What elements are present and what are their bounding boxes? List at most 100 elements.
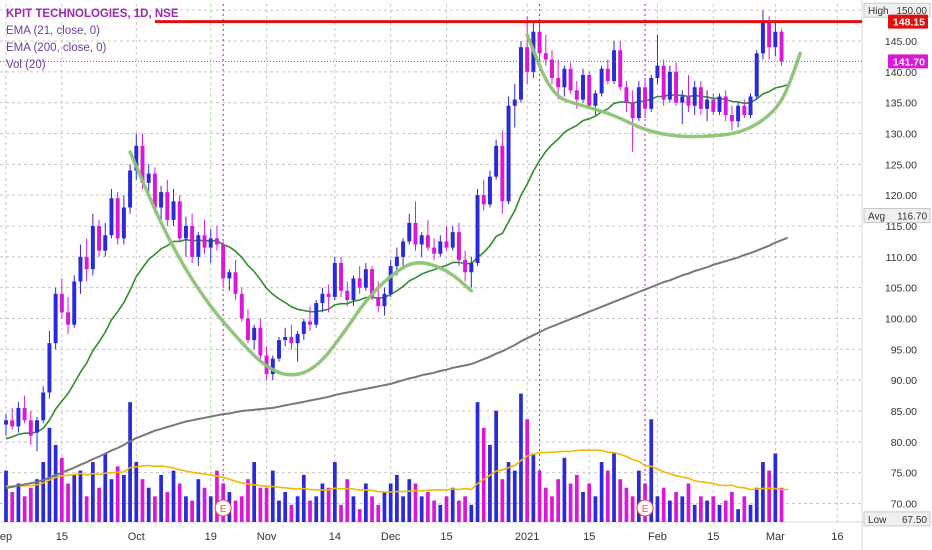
horizontal-levels	[0, 20, 862, 62]
candle	[295, 330, 300, 362]
volume-bar	[53, 444, 58, 522]
volume-bar	[488, 444, 492, 522]
candle-body	[41, 392, 46, 421]
candle-body	[773, 31, 778, 48]
candle-body	[717, 96, 722, 112]
volume-bar	[233, 500, 238, 522]
candle	[53, 287, 58, 350]
time-tick-label: Mar	[766, 531, 785, 543]
volume-bar	[283, 492, 288, 522]
volume-bar	[574, 474, 579, 522]
candle-body	[146, 173, 151, 183]
volume-bar	[370, 496, 374, 522]
candle	[357, 266, 362, 294]
volume-bar	[605, 470, 610, 522]
volume-bar	[41, 462, 46, 522]
time-tick-label: Dec	[381, 531, 401, 543]
price-tick-label: 125.00	[885, 159, 917, 171]
price-label-tag: 141.70	[888, 54, 928, 69]
volume-bar	[159, 474, 163, 522]
ema21-line	[5, 84, 789, 440]
candle	[97, 219, 102, 257]
volume-bar	[345, 479, 350, 522]
volume-bar	[28, 487, 33, 522]
time-axis[interactable]: ep 15 Oct 19 Nov 14 Dec 15 2021 15 Feb 15 Mar 16	[0, 531, 844, 543]
candle-body	[587, 74, 592, 106]
time-tick-label: 15	[583, 531, 595, 543]
volume-bar	[754, 487, 759, 522]
candle-body	[438, 241, 443, 254]
candle-body	[388, 266, 393, 294]
volume-bar	[624, 487, 629, 522]
candle	[698, 81, 703, 115]
volume-bar	[115, 466, 120, 522]
candle-body	[308, 321, 312, 325]
candle-body	[103, 235, 108, 251]
candle-body	[196, 235, 201, 257]
volume-bar	[146, 487, 151, 522]
price-axis[interactable]: 70.00 75.00 80.00 85.00 90.00 95.00 100.00 105.…	[863, 2, 931, 527]
candle-body	[59, 293, 64, 313]
candle	[618, 41, 623, 91]
candle-body	[487, 176, 492, 205]
volume-bar	[22, 496, 27, 522]
legend-ema200[interactable]: EMA (200, close, 0)	[6, 42, 107, 54]
candle	[301, 318, 306, 341]
candle-body	[277, 340, 281, 359]
volume-bar	[10, 492, 15, 522]
candle	[729, 105, 734, 131]
volume-bar	[351, 496, 356, 522]
candle	[605, 59, 610, 85]
price-tag-value: 150.00	[896, 6, 927, 17]
volume-bar	[140, 479, 145, 522]
candle-body	[233, 272, 238, 294]
candle-body	[500, 145, 505, 202]
price-tick-label: 80.00	[891, 437, 917, 449]
price-tick-label: 85.00	[891, 406, 917, 418]
candle-body	[22, 407, 27, 421]
candle-body	[401, 241, 406, 257]
volume-bar	[767, 470, 771, 522]
candle-body	[183, 226, 188, 239]
candle	[233, 259, 238, 300]
candle	[667, 65, 672, 103]
volume-bar	[556, 479, 561, 522]
legend-vol[interactable]: Vol (20)	[6, 59, 46, 71]
candle	[363, 263, 368, 291]
candle-body	[283, 337, 288, 341]
candle-body	[97, 226, 102, 251]
candle-body	[748, 96, 753, 115]
candle	[525, 16, 530, 85]
candle	[506, 96, 511, 205]
legend-title[interactable]: KPIT TECHNOLOGIES, 1D, NSE	[6, 8, 179, 20]
candle-body	[394, 256, 399, 267]
candle-body	[121, 207, 126, 239]
candle-body	[152, 173, 157, 208]
candle	[742, 99, 747, 119]
time-tick-label: Nov	[257, 531, 277, 543]
volume-bar	[773, 453, 778, 522]
volume-bar	[519, 393, 523, 522]
candle	[487, 170, 492, 208]
candle	[115, 192, 120, 245]
volume-bar	[419, 496, 424, 522]
volume-bar	[171, 470, 176, 522]
volume-bar	[599, 462, 604, 522]
volume-bar	[779, 487, 784, 522]
candle	[121, 195, 126, 245]
candle-body	[432, 247, 437, 254]
volume-bar	[748, 504, 753, 522]
candle-body	[53, 293, 58, 344]
candle	[146, 164, 151, 196]
candle	[661, 59, 666, 106]
volume-bar	[339, 504, 343, 522]
candle-body	[506, 105, 511, 202]
candle	[444, 226, 449, 251]
candle-body	[550, 59, 554, 78]
price-tick-label: 145.00	[885, 36, 917, 48]
legend-ema21[interactable]: EMA (21, close, 0)	[6, 25, 100, 37]
candle	[103, 222, 108, 257]
candle	[760, 10, 765, 60]
